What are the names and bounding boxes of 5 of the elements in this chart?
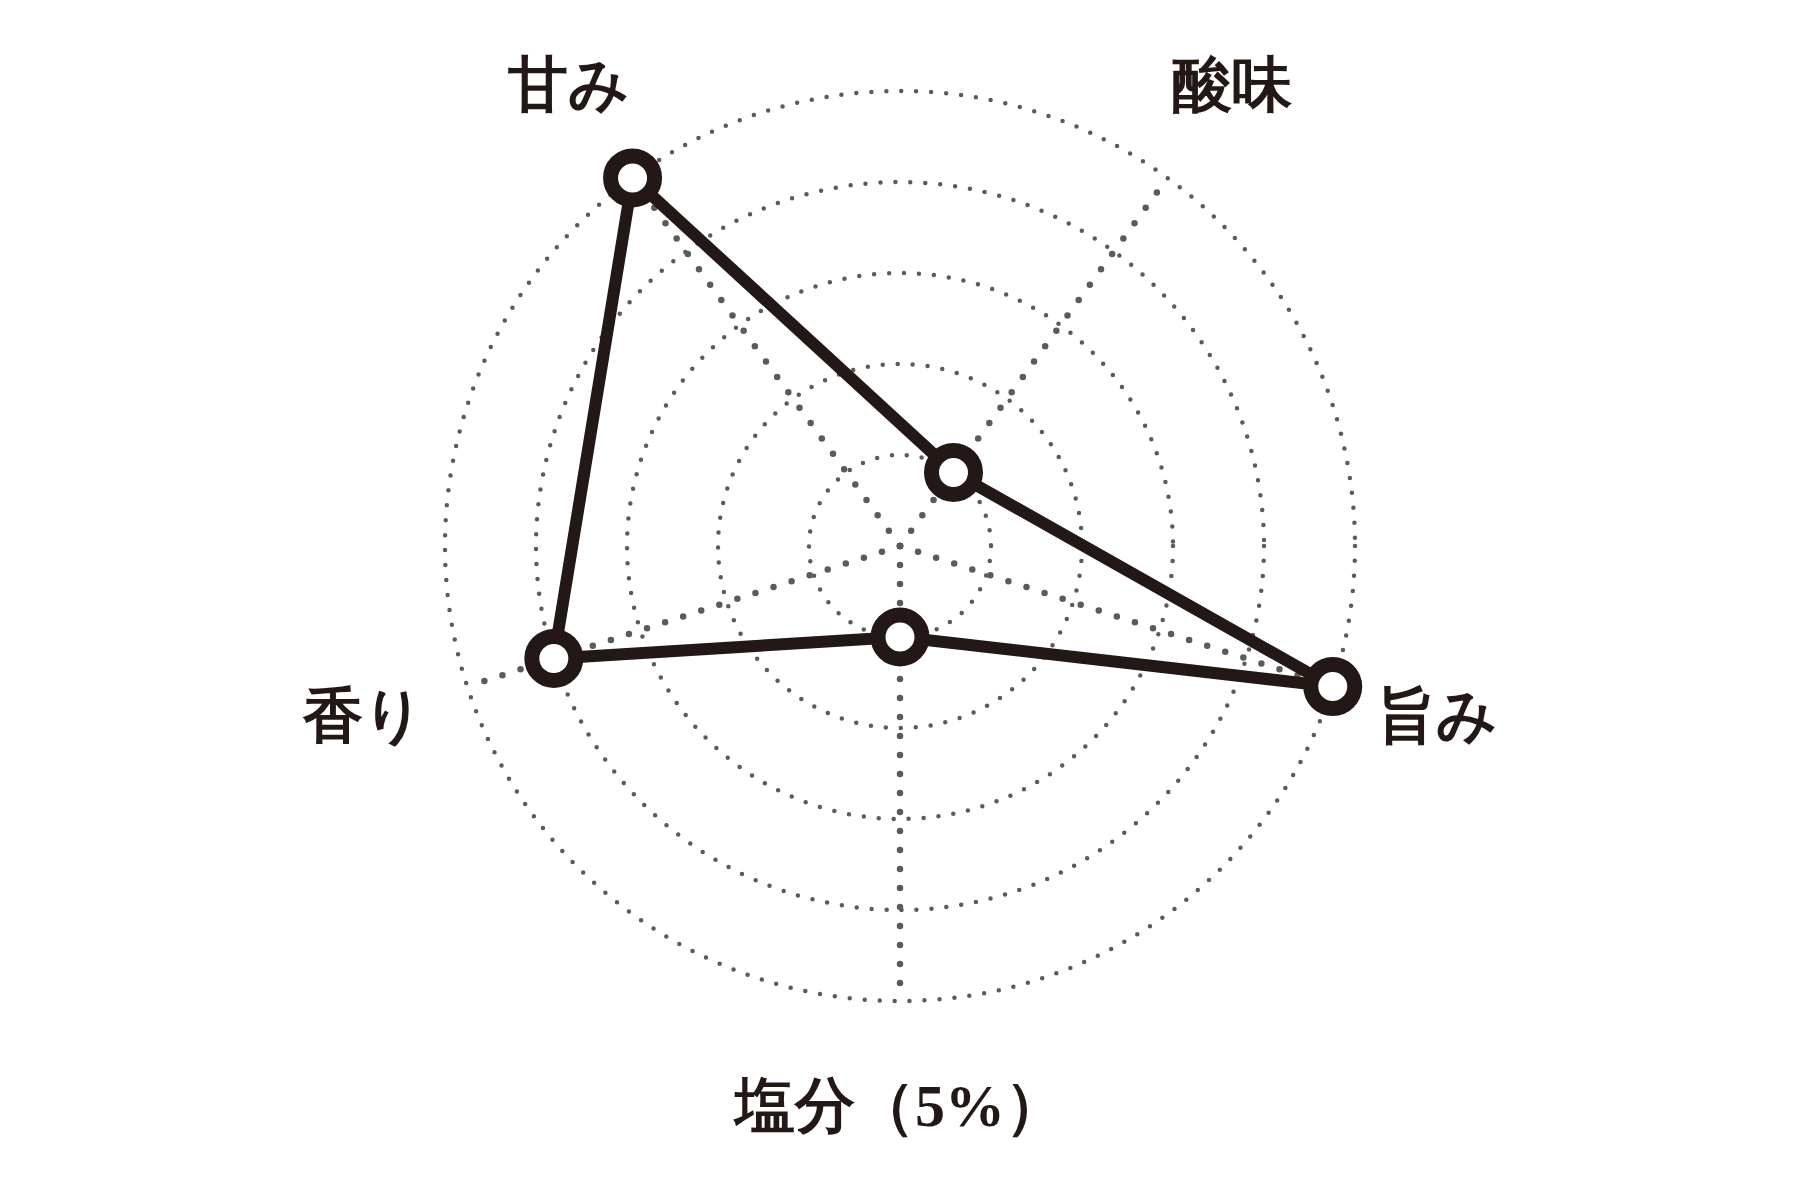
spoke-label: 塩分（5%） [733,1072,1065,1139]
spoke-label: 旨み [1376,682,1498,749]
spoke-label: 甘み [506,52,629,119]
spoke-label: 酸味 [1171,52,1293,119]
spoke-label: 香り [301,682,424,749]
